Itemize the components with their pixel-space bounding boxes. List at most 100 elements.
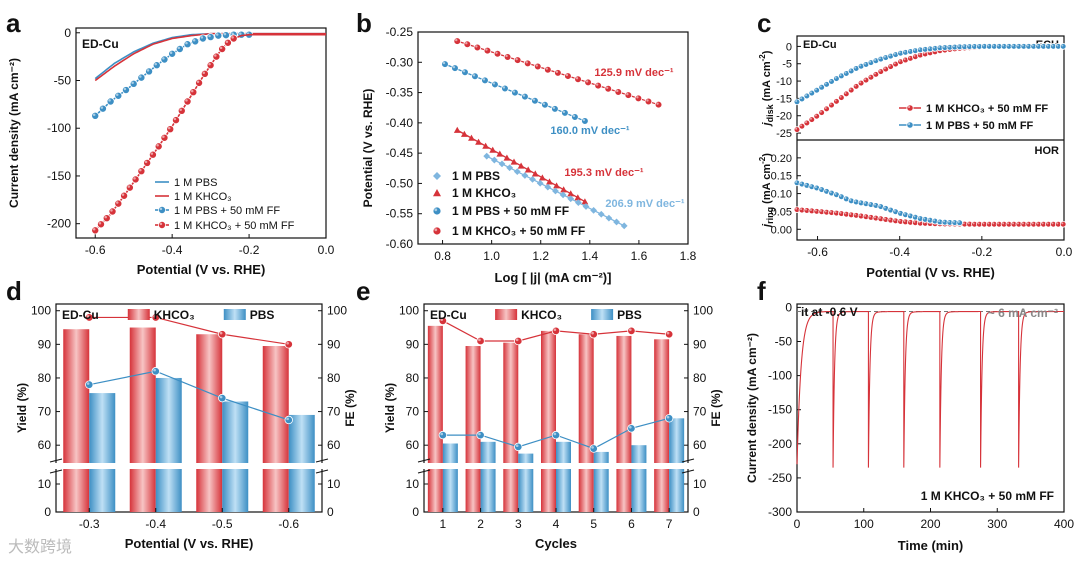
ring-series-1-point-highlight [839, 194, 842, 197]
data-point [453, 126, 461, 133]
data-point-highlight [465, 42, 468, 45]
fe-point [218, 330, 227, 339]
disk-series-1-point-highlight [923, 47, 926, 50]
data-point-highlight [485, 48, 488, 51]
legend-swatch-pbs [223, 309, 246, 320]
data-point [496, 150, 504, 157]
data-point-highlight [475, 45, 478, 48]
ring-series-0-point-highlight [883, 217, 886, 220]
disk-series-1-point-highlight [1056, 44, 1059, 47]
y-axis-label-bottom: jring (mA cm-2) [758, 153, 775, 229]
ring-series-1-point-highlight [844, 197, 847, 200]
disk-series-1-point-highlight [952, 45, 955, 48]
disk-series-1-point-highlight [819, 85, 822, 88]
data-point-highlight [636, 96, 639, 99]
panel-letter-a: a [6, 8, 21, 38]
x-tick-label: -0.4 [145, 517, 166, 531]
data-point [644, 97, 653, 106]
data-point-highlight [202, 71, 206, 74]
y-tick-label: 10 [38, 477, 52, 491]
panel-letter-f: f [757, 276, 766, 306]
data-point-highlight [214, 54, 217, 57]
data-point-highlight [123, 87, 127, 91]
fe-point-highlight [478, 338, 481, 342]
disk-series-0-point [838, 94, 845, 101]
data-point [498, 160, 506, 168]
y2-tick-label: 70 [693, 405, 707, 419]
y2-tick-label: 90 [693, 337, 707, 351]
data-point-highlight [223, 32, 227, 36]
ring-series-1-point-highlight [942, 220, 946, 223]
y-axis-label: Yield (%) [15, 383, 29, 433]
data-point [221, 31, 230, 40]
y2-tick-label: 80 [693, 371, 707, 385]
y2-tick-label: 60 [693, 438, 707, 452]
disk-series-1-point-highlight [849, 69, 852, 72]
ring-series-0-point-highlight [967, 222, 970, 225]
data-point [620, 222, 628, 230]
y-tick-label: -0.40 [386, 116, 414, 130]
ring-series-0-point-highlight [1056, 222, 1059, 225]
bar-pbs [155, 377, 182, 512]
disk-series-0-point-highlight [854, 84, 857, 87]
y-tick-label: 60 [38, 438, 52, 452]
legend-marker-highlight [159, 207, 163, 211]
data-point-highlight [545, 67, 549, 70]
y2-tick-label: 10 [693, 477, 707, 491]
y-tick-label: 70 [406, 405, 420, 419]
disk-series-1-point-highlight [1002, 44, 1005, 47]
ring-series-0-point-highlight [908, 220, 911, 223]
disk-series-1-point-highlight [804, 94, 808, 97]
bar-pbs [480, 441, 496, 512]
disk-series-1-point-highlight [898, 51, 901, 54]
y-tick-label: -150 [47, 169, 71, 183]
y-tick-label: 0.00 [771, 224, 792, 236]
disk-series-0-point-highlight [829, 103, 832, 106]
legend-entry: 1 M KHCO₃ [174, 191, 232, 203]
data-point [551, 105, 559, 113]
data-point-highlight [532, 98, 536, 101]
panel-letter-b: b [356, 8, 372, 38]
disk-series-0-point-highlight [869, 75, 872, 78]
data-point-highlight [115, 201, 119, 204]
disk-series-1-point-highlight [918, 47, 921, 51]
annotation-current: ~ 6 mA cm⁻² [988, 306, 1058, 320]
data-point-highlight [110, 209, 113, 212]
disk-series-0-point-highlight [834, 99, 837, 102]
data-point [183, 40, 192, 49]
data-point-highlight [167, 126, 171, 130]
data-point [546, 178, 553, 185]
disk-series-0-point-highlight [800, 124, 803, 127]
x-tick-label: 1.6 [631, 249, 648, 263]
data-point [614, 88, 623, 96]
data-point-highlight [462, 70, 466, 73]
fe-point [438, 430, 448, 440]
legend-marker [157, 220, 166, 229]
data-point [482, 142, 490, 149]
data-point [463, 40, 472, 49]
data-point-highlight [173, 117, 177, 121]
fe-point-highlight [666, 415, 670, 419]
annotation-electrolyte: 1 M KHCO₃ + 50 mM FF [921, 489, 1054, 503]
data-point [523, 59, 532, 68]
data-point [122, 86, 131, 95]
x-axis-label: Potential (V vs. RHE) [125, 536, 254, 551]
break-mark [681, 458, 695, 463]
ring-series-1-point-highlight [795, 180, 798, 184]
data-point-highlight [108, 99, 111, 102]
data-point-highlight [472, 74, 476, 77]
disk-series-1-point-highlight [908, 49, 911, 52]
data-point-highlight [190, 89, 194, 93]
y-axis-label: Potential (V vs. RHE) [361, 89, 375, 208]
legend-marker [906, 104, 914, 112]
data-point [143, 158, 152, 167]
data-point-highlight [522, 94, 526, 97]
data-point [524, 166, 532, 173]
disk-series-0-point [813, 112, 821, 120]
data-point [171, 116, 180, 125]
y-tick-label: -0.35 [386, 86, 414, 100]
fe-line [89, 316, 289, 345]
fe-point [151, 367, 160, 376]
y-tick-label: -300 [768, 505, 792, 519]
fe-point-highlight [515, 338, 519, 342]
